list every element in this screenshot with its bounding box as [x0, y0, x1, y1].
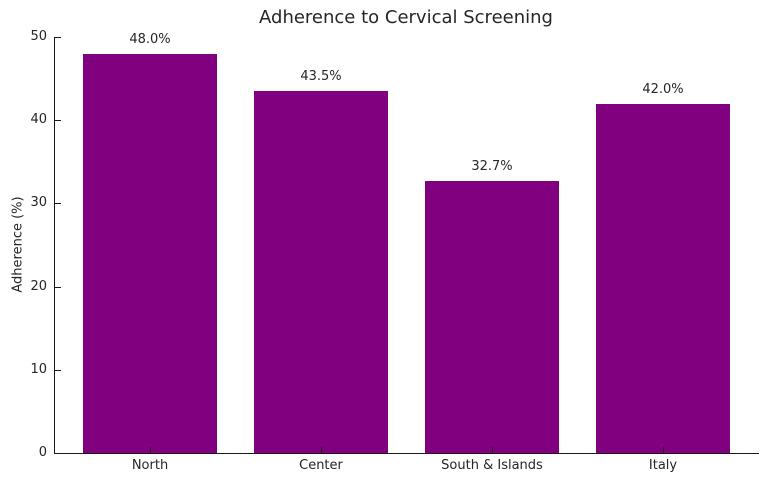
- y-tick-label: 40: [30, 112, 47, 128]
- y-tick-mark: [55, 37, 61, 38]
- x-tick-label-south-islands: South & Islands: [441, 458, 543, 473]
- y-tick-mark: [55, 369, 61, 371]
- x-axis-line: [54, 453, 759, 454]
- y-tick-mark: [55, 120, 61, 122]
- x-tick-mark: [492, 447, 493, 453]
- y-tick-label: 0: [38, 445, 47, 460]
- chart-title: Adherence to Cervical Screening: [259, 7, 553, 28]
- x-tick-mark: [663, 447, 664, 453]
- y-axis-label: Adherence (%): [10, 196, 26, 293]
- bar-south-islands: [425, 181, 559, 453]
- x-tick-label-center: Center: [299, 458, 343, 473]
- x-tick-mark: [321, 447, 322, 453]
- x-tick-mark: [150, 447, 151, 453]
- bar-value-label: 43.5%: [300, 69, 342, 84]
- y-tick-mark: [55, 203, 61, 205]
- bar-value-label: 42.0%: [642, 82, 684, 97]
- y-tick-label: 50: [30, 29, 47, 44]
- bar-center: [254, 91, 388, 453]
- bar-value-label: 32.7%: [471, 159, 513, 174]
- plot-area: [54, 37, 758, 453]
- bar-italy: [596, 104, 730, 453]
- y-tick-label: 30: [30, 195, 47, 211]
- y-tick-label: 10: [30, 361, 47, 377]
- y-tick-mark: [55, 286, 61, 288]
- bar-value-label: 48.0%: [129, 32, 171, 47]
- bar-north: [83, 54, 217, 453]
- y-tick-mark: [55, 453, 61, 454]
- y-axis-line: [54, 37, 55, 454]
- x-tick-label-north: North: [131, 458, 169, 473]
- x-tick-label-italy: Italy: [648, 458, 678, 473]
- y-tick-label: 20: [30, 278, 47, 294]
